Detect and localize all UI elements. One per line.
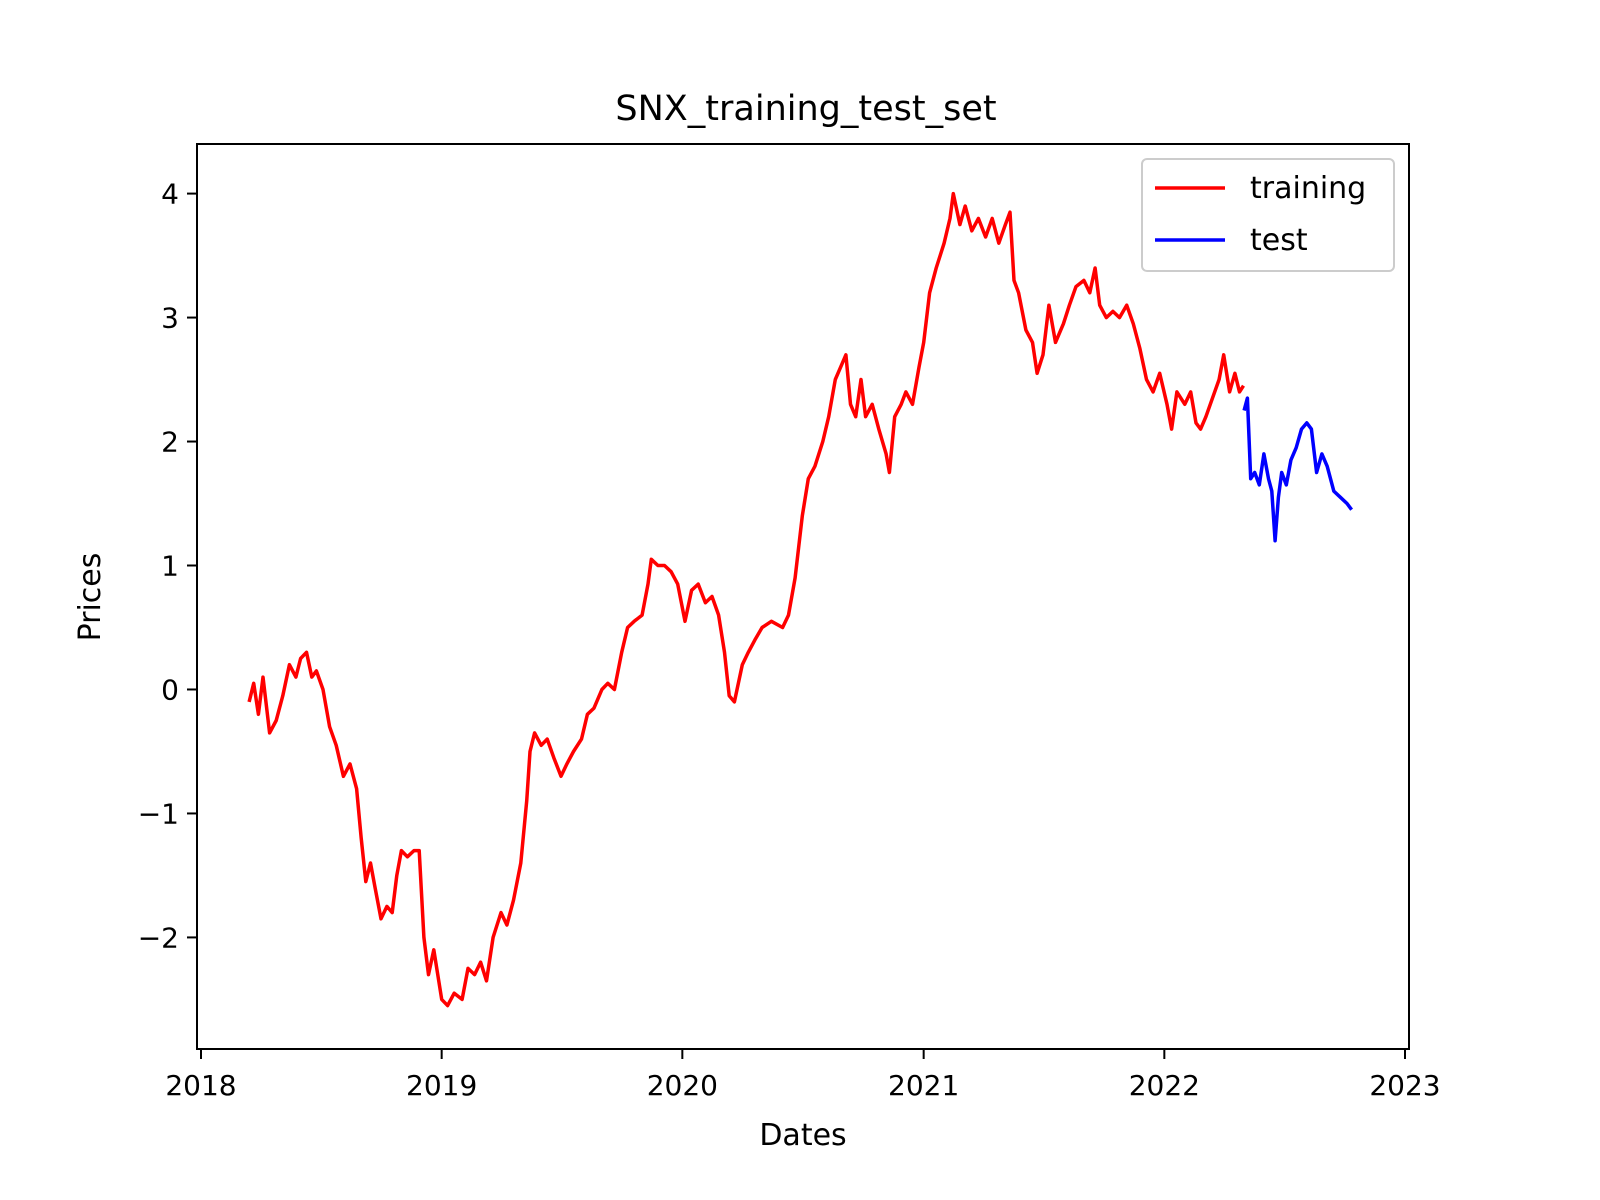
plot-area-frame bbox=[196, 143, 1410, 1050]
y-tick-label: −2 bbox=[138, 921, 179, 954]
series-line-training bbox=[247, 191, 1245, 1008]
chart-title: SNX_training_test_set bbox=[615, 89, 996, 129]
y-tick-label: 0 bbox=[161, 673, 179, 706]
legend: training test bbox=[1141, 158, 1395, 272]
series-lines bbox=[247, 191, 1354, 1008]
y-tick-label: −1 bbox=[138, 797, 179, 830]
y-axis: −2 −1 0 1 2 3 4 bbox=[138, 178, 197, 954]
series-line-test bbox=[1242, 396, 1354, 543]
x-tick-label: 2018 bbox=[165, 1069, 236, 1102]
x-tick-label: 2019 bbox=[406, 1069, 477, 1102]
y-axis-title: Prices bbox=[73, 553, 108, 642]
x-tick-label: 2022 bbox=[1129, 1069, 1200, 1102]
x-axis-title: Dates bbox=[759, 1118, 846, 1153]
x-tick-label: 2021 bbox=[888, 1069, 959, 1102]
y-tick-label: 3 bbox=[161, 302, 179, 335]
y-tick-label: 1 bbox=[161, 550, 179, 583]
legend-label-training: training bbox=[1250, 171, 1366, 206]
y-tick-label: 4 bbox=[161, 178, 179, 211]
legend-label-test: test bbox=[1250, 223, 1308, 258]
y-tick-label: 2 bbox=[161, 426, 179, 459]
x-tick-label: 2020 bbox=[647, 1069, 718, 1102]
x-tick-label: 2023 bbox=[1369, 1069, 1440, 1102]
x-axis: 2018 2019 2020 2021 2022 2023 bbox=[165, 1049, 1441, 1102]
